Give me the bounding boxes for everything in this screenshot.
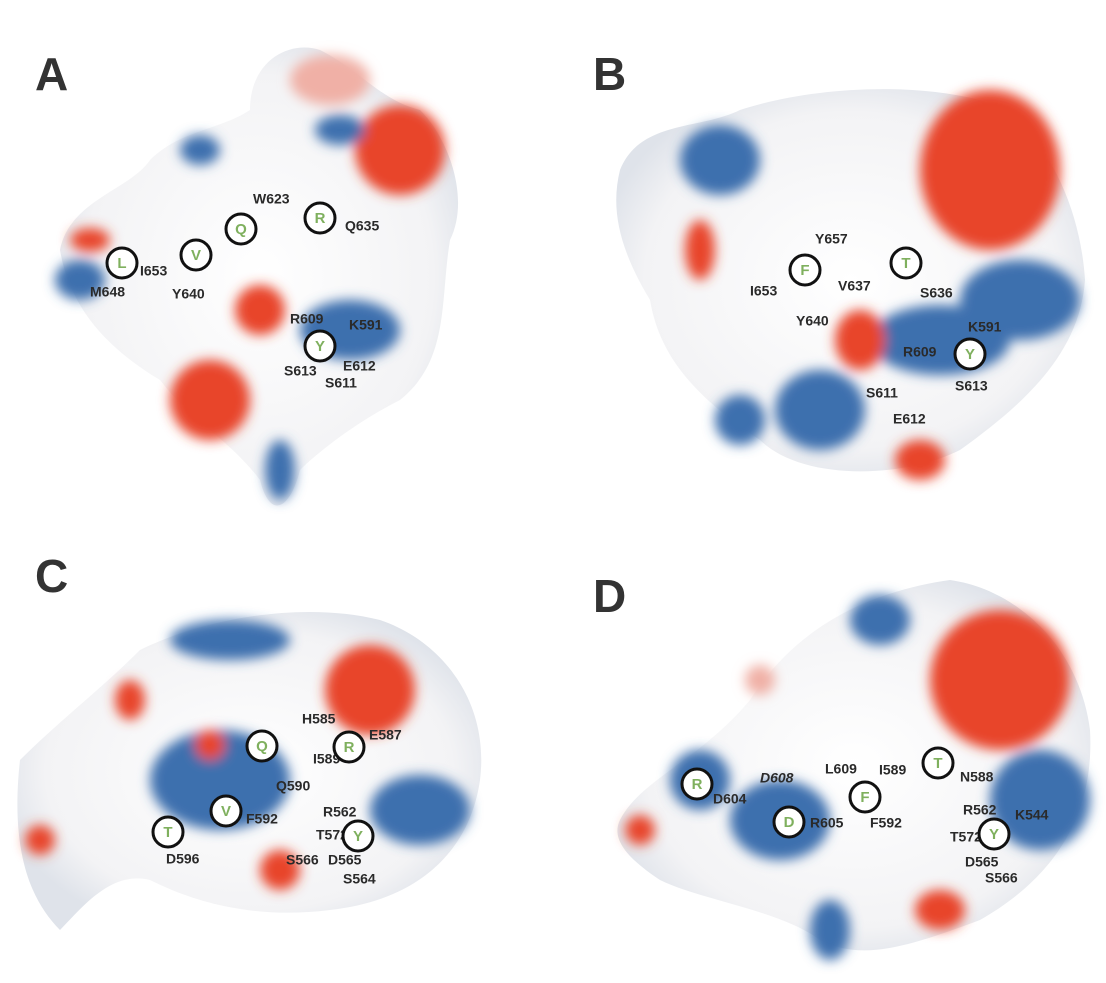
motif-letter: Q [256, 738, 268, 755]
residue-label: S566 [985, 870, 1018, 886]
residue-label: H585 [302, 711, 336, 727]
residue-label: D604 [713, 791, 747, 807]
motif-letter: Y [989, 826, 999, 843]
residue-label: E612 [893, 411, 926, 427]
figure: A W623 Q635 I653 M648 Y640 R609 K591 E612 S613 S61… [0, 0, 1106, 983]
motif-letter: T [901, 255, 910, 272]
residue-label: D608 [760, 770, 794, 786]
panel-label: D [593, 570, 626, 622]
panel-label: C [35, 550, 68, 602]
motif-letter: V [191, 247, 201, 264]
residue-label: I653 [140, 263, 167, 279]
residue-label: R605 [810, 815, 844, 831]
residue-label: I653 [750, 283, 777, 299]
motif-letter: Y [353, 828, 363, 845]
motif-letter: L [117, 255, 126, 272]
residue-label: S636 [920, 285, 953, 301]
surface-c [17, 612, 481, 930]
residue-label: Y657 [815, 231, 848, 247]
motif-letter: V [221, 803, 231, 820]
residue-label: L609 [825, 761, 857, 777]
residue-label: S611 [866, 385, 898, 401]
residue-label: S611 [325, 375, 357, 391]
residue-label: Y640 [796, 313, 829, 329]
residue-label: D565 [965, 854, 999, 870]
residue-label: D565 [328, 852, 362, 868]
residue-label: S613 [955, 378, 988, 394]
motif-letter: R [344, 739, 355, 756]
motif-letter: R [315, 210, 326, 227]
motif-letter: Y [315, 338, 325, 355]
residue-label: K544 [1015, 807, 1049, 823]
residue-label: Q590 [276, 778, 310, 794]
motif-letter: T [933, 755, 942, 772]
motif-letter: D [784, 814, 795, 831]
residue-label: E587 [369, 727, 402, 743]
residue-label: F592 [246, 811, 278, 827]
motif-letter: F [800, 262, 809, 279]
motif-letter: Q [235, 221, 247, 238]
residue-label: S613 [284, 363, 317, 379]
residue-label: K591 [968, 319, 1002, 335]
residue-label: I589 [879, 762, 906, 778]
residue-label: D596 [166, 851, 200, 867]
residue-label: Y640 [172, 286, 205, 302]
residue-label: E612 [343, 358, 376, 374]
residue-label: F592 [870, 815, 902, 831]
residue-label: W623 [253, 191, 290, 207]
residue-label: M648 [90, 284, 125, 300]
residue-label: Q635 [345, 218, 379, 234]
residue-label: V637 [838, 278, 871, 294]
residue-label: R562 [963, 802, 997, 818]
residue-label: S566 [286, 852, 319, 868]
residue-label: R562 [323, 804, 357, 820]
motif-letter: Y [965, 346, 975, 363]
panel-label: A [35, 48, 68, 100]
residue-label: T572 [950, 829, 982, 845]
residue-label: R609 [290, 311, 324, 327]
residue-label: S564 [343, 871, 376, 887]
motif-letter: F [860, 789, 869, 806]
residue-label: R609 [903, 344, 937, 360]
motif-letter: T [163, 824, 172, 841]
residue-label: N588 [960, 769, 994, 785]
panel-label: B [593, 48, 626, 100]
residue-label: K591 [349, 317, 383, 333]
motif-letter: R [692, 776, 703, 793]
